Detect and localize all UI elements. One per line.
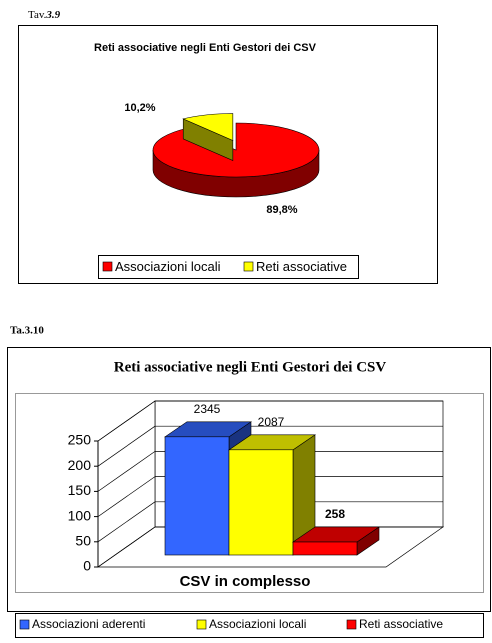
data-label: 2345: [194, 402, 221, 416]
data-label: 2087: [258, 415, 285, 429]
pie-slice: [152, 122, 320, 178]
legend-label: Associazioni locali: [115, 259, 221, 274]
chart-title: Reti associative negli Enti Gestori dei …: [94, 42, 317, 54]
grid-line: [97, 501, 156, 543]
legend-label: Associazioni aderenti: [32, 617, 145, 631]
y-tick-label: 200: [68, 457, 92, 473]
x-tick-label: CSV in complesso: [180, 573, 311, 590]
data-label: 10,2%: [124, 102, 155, 114]
legend-label: Reti associative: [256, 259, 347, 274]
legend-label: Reti associative: [359, 617, 443, 631]
grid-line: [97, 476, 156, 517]
legend-box: [15, 613, 484, 638]
y-tick-label: 150: [68, 482, 92, 498]
y-tick-label: 100: [68, 507, 92, 523]
legend-box: [98, 255, 359, 279]
y-tick-label: 250: [68, 432, 92, 448]
y-tick-label: 50: [75, 533, 91, 549]
data-label: 258: [325, 507, 345, 521]
pie-slice: [182, 113, 234, 141]
legend-swatch: [19, 619, 30, 630]
bar: [292, 541, 358, 556]
label-prefix: Tav.: [28, 9, 47, 21]
legend-swatch: [346, 619, 357, 630]
grid-line: [97, 400, 156, 442]
figure-label: Tav.3.9: [28, 9, 61, 21]
label-number: 3.9: [45, 9, 60, 21]
bar: [164, 436, 230, 556]
grid-line: [97, 425, 156, 467]
figure-label: Ta.3.10: [10, 325, 44, 337]
data-label: 89,8%: [266, 204, 297, 216]
chart-title: Reti associative negli Enti Gestori dei …: [114, 359, 387, 375]
legend-label: Associazioni locali: [209, 617, 306, 631]
y-tick-label: 0: [83, 558, 91, 574]
grid-line: [97, 451, 156, 492]
legend-swatch: [102, 261, 113, 272]
bar: [228, 449, 294, 556]
legend-swatch: [243, 261, 254, 272]
legend-swatch: [196, 619, 207, 630]
grid-line: [97, 526, 156, 568]
